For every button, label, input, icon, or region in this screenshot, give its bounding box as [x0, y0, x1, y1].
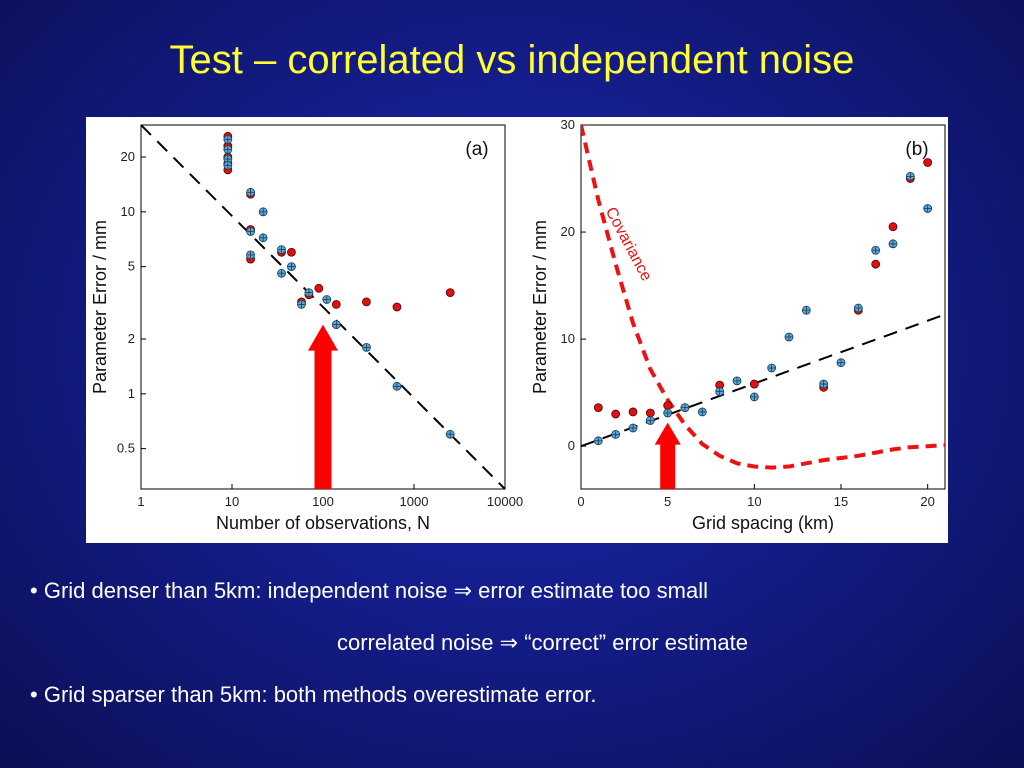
- plot-frame: [580, 124, 946, 490]
- chart-a: 1 10 100 1000 10000 0.5 1 2 5 10 20 Number of obser…: [90, 124, 523, 533]
- covariance-label: Covariance: [602, 205, 655, 285]
- bullet-1-tail: error estimate too small: [478, 578, 708, 603]
- data-point-red: [331, 300, 341, 309]
- y-axis-label: Parameter Error / mm: [90, 220, 110, 394]
- x-tick-label: 20: [920, 494, 934, 509]
- data-point-red: [362, 297, 371, 307]
- bullet-1: • Grid denser than 5km: independent nois…: [30, 578, 708, 604]
- implies-arrow-icon: ⇒: [499, 630, 519, 655]
- x-tick-label: 10: [225, 494, 239, 509]
- data-point-red: [888, 222, 898, 232]
- y-tick-label: 20: [121, 149, 135, 164]
- data-point-red: [749, 379, 759, 389]
- x-tick-label: 100: [312, 494, 334, 509]
- bullet-1-lead: Grid denser than 5km: independent noise: [43, 578, 448, 603]
- bullet-1-continuation: correlated noise ⇒ “correct” error estim…: [337, 630, 748, 656]
- bullet-dot: •: [30, 578, 38, 603]
- y-tick-label: 30: [561, 117, 575, 132]
- plot-area: [141, 125, 505, 489]
- x-tick-label: 15: [834, 494, 848, 509]
- y-axis-label: Parameter Error / mm: [530, 220, 550, 394]
- y-tick-label: 0: [568, 438, 575, 453]
- y-tick-label: 2: [128, 331, 135, 346]
- y-tick-label: 10: [121, 204, 135, 219]
- highlight-arrow-icon: [654, 422, 681, 489]
- y-tick-label: 1: [128, 386, 135, 401]
- bullet-2-lead: correlated noise: [337, 630, 494, 655]
- figure-panel: 1 10 100 1000 10000 0.5 1 2 5 10 20 Number of obser…: [86, 117, 948, 543]
- plot-area: [581, 125, 945, 470]
- panel-label: (a): [465, 139, 488, 160]
- data-point-red: [392, 302, 402, 312]
- highlight-arrow-icon: [308, 324, 338, 489]
- y-tick-label: 10: [561, 331, 575, 346]
- bullet-3-lead: Grid sparser than 5km: both methods over…: [43, 682, 597, 707]
- data-point-red: [663, 401, 673, 410]
- reference-line: [141, 125, 505, 489]
- data-point-red: [923, 158, 933, 167]
- x-tick-label: 10000: [487, 494, 523, 509]
- data-point-red: [628, 407, 638, 417]
- chart-b: 0 5 10 15 20 0 10 20 30 Grid spacing (km) Paramete…: [530, 117, 946, 533]
- x-axis-label: Grid spacing (km): [692, 513, 834, 533]
- data-point-red: [314, 283, 324, 293]
- bullet-2-tail: “correct” error estimate: [524, 630, 748, 655]
- reference-line: [581, 313, 945, 448]
- bullet-2: • Grid sparser than 5km: both methods ov…: [30, 682, 597, 708]
- panel-label: (b): [905, 139, 928, 160]
- data-point-red: [611, 409, 621, 419]
- covariance-curve: [581, 125, 945, 470]
- data-point-red: [645, 408, 655, 418]
- bullet-dot: •: [30, 682, 38, 707]
- x-tick-label: 10: [747, 494, 761, 509]
- x-axis-label: Number of observations, N: [216, 513, 430, 533]
- data-point-red: [287, 247, 296, 257]
- data-point-red: [593, 403, 603, 413]
- y-tick-label: 5: [128, 259, 135, 274]
- y-tick-label: 20: [561, 224, 575, 239]
- x-tick-label: 1: [137, 494, 144, 509]
- implies-arrow-icon: ⇒: [453, 578, 472, 603]
- data-point-red: [445, 288, 455, 297]
- slide-title: Test – correlated vs independent noise: [169, 38, 855, 82]
- x-tick-label: 5: [664, 494, 671, 509]
- data-point-red: [871, 259, 881, 269]
- x-tick-label: 1000: [400, 494, 429, 509]
- x-tick-label: 0: [577, 494, 584, 509]
- y-tick-label: 0.5: [117, 441, 135, 456]
